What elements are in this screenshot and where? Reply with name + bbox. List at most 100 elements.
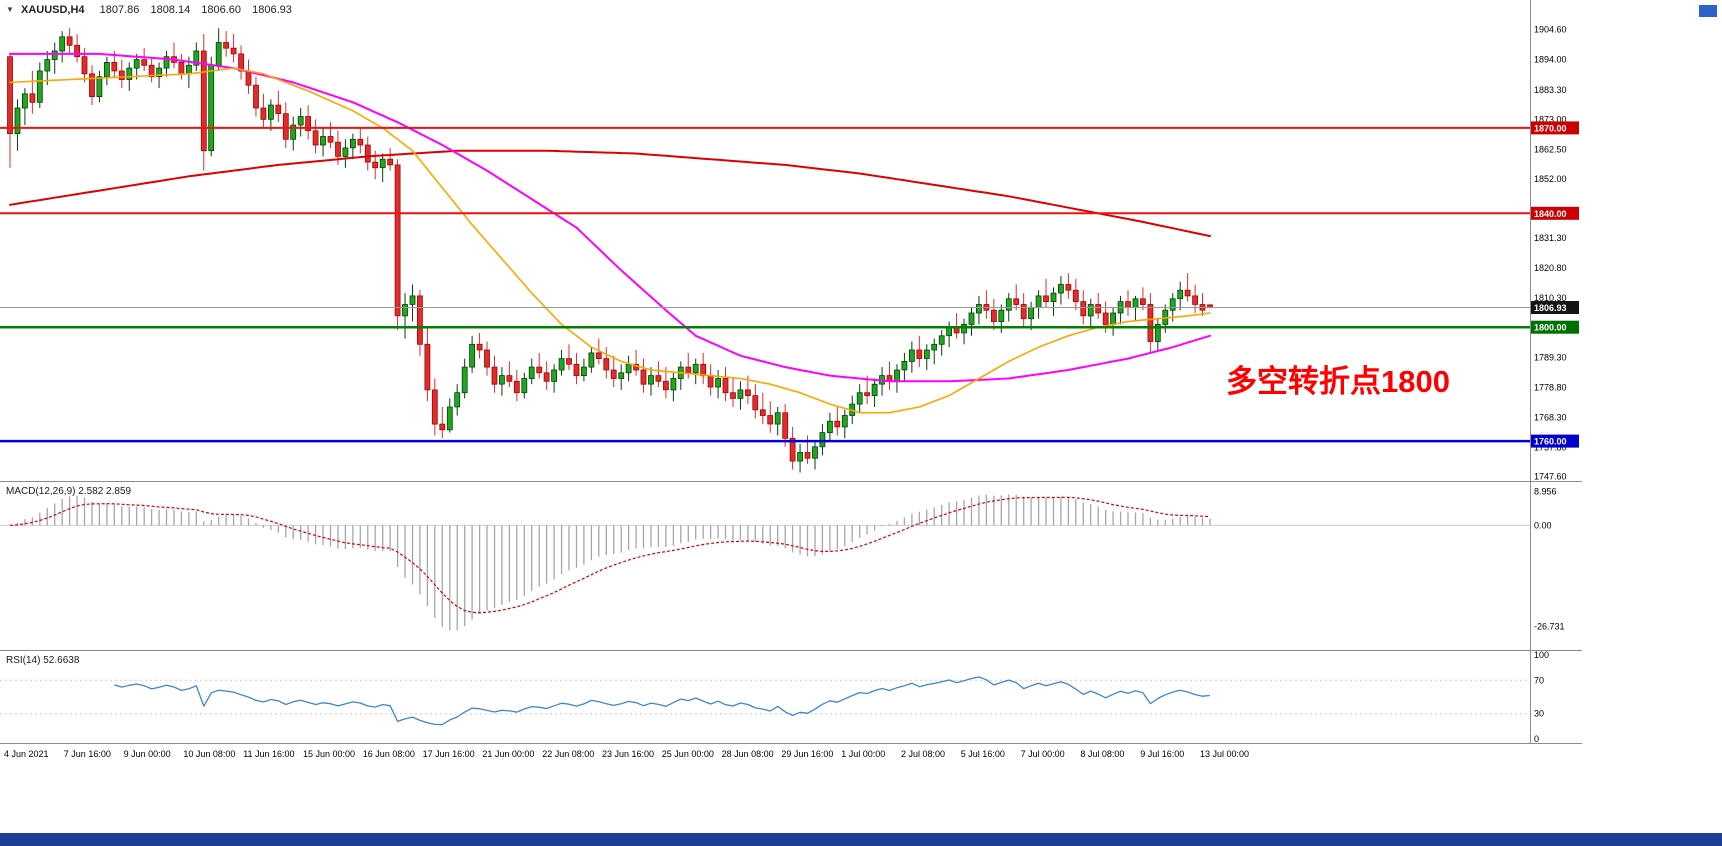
window-corner-button[interactable]: [1699, 5, 1717, 17]
time-axis-label: 9 Jun 00:00: [124, 749, 171, 759]
candle-down: [707, 375, 714, 388]
candle-up: [402, 304, 408, 317]
chart-annotation: 多空转折点1800: [1226, 364, 1450, 399]
candle-up: [737, 389, 744, 399]
candle-down: [1125, 301, 1131, 308]
price-axis-tick: 1789.30: [1534, 353, 1567, 363]
price-tag-label: 1800.00: [1534, 323, 1567, 333]
price-tag-label: 1870.00: [1534, 123, 1567, 133]
price-axis-tick: 1883.30: [1534, 85, 1567, 95]
candle-down: [767, 415, 774, 425]
candle-down: [1095, 304, 1102, 314]
candle-up: [774, 412, 781, 425]
macd-histogram: [16, 494, 1211, 631]
candle-down: [752, 395, 759, 411]
symbol-dropdown-icon[interactable]: ▼: [6, 5, 14, 14]
candle-down: [506, 375, 513, 382]
candle-up: [588, 352, 595, 368]
candle-up: [1087, 304, 1094, 317]
candle-up: [618, 372, 625, 379]
candle-up: [104, 62, 110, 78]
time-axis-label: 2 Jul 08:00: [901, 749, 945, 759]
price-tag-label: 1840.00: [1534, 209, 1567, 219]
candle-up: [923, 349, 930, 359]
time-axis-label: 22 Jun 08:00: [542, 749, 594, 759]
candle-up: [14, 107, 21, 135]
candle-up: [36, 70, 43, 103]
candle-up: [894, 369, 900, 382]
candle-down: [230, 47, 237, 55]
candle-down: [29, 93, 36, 103]
time-axis-label: 10 Jun 08:00: [183, 749, 235, 759]
time-axis-label: 28 Jun 08:00: [722, 749, 774, 759]
candle-down: [118, 70, 125, 80]
candle-up: [819, 432, 826, 448]
candle-up: [1132, 298, 1139, 308]
time-axis-label: 21 Jun 00:00: [482, 749, 534, 759]
candle-down: [1184, 289, 1191, 297]
candle-down: [864, 392, 870, 396]
time-axis-label: 29 Jun 16:00: [781, 749, 833, 759]
time-axis-label: 15 Jun 00:00: [303, 749, 355, 759]
candle-down: [663, 380, 669, 391]
candle-up: [581, 366, 587, 377]
ma-slow-red: [9, 149, 1211, 238]
candle-up: [1110, 312, 1116, 325]
macd-signal-line: [9, 496, 1211, 614]
price-axis-tick: 1894.00: [1534, 55, 1567, 65]
candle-up: [379, 158, 386, 169]
candle-down: [685, 366, 692, 374]
price-axis-tick: 1862.50: [1534, 144, 1567, 154]
candle-up: [961, 323, 967, 334]
candle-up: [558, 358, 565, 371]
price-tag: [1531, 121, 1579, 135]
candle-down: [275, 104, 282, 114]
candle-down: [305, 116, 312, 132]
candle-up: [1005, 298, 1012, 311]
time-axis-label: 1 Jul 00:00: [841, 749, 885, 759]
candle-up: [1169, 298, 1176, 311]
candle-up: [133, 59, 140, 69]
candle-down: [573, 363, 580, 377]
candle-down: [431, 389, 438, 425]
candle-up: [185, 64, 192, 75]
candle-up: [51, 50, 58, 60]
price-axis-tick: 1768.30: [1534, 413, 1567, 423]
candle-down: [81, 56, 88, 75]
candle-up: [625, 363, 632, 374]
price-axis-tick: 1831.30: [1534, 233, 1567, 243]
candle-up: [901, 360, 908, 371]
candle-up: [841, 415, 848, 428]
candle-down: [89, 73, 95, 98]
ma-mid-magenta: [9, 52, 1211, 383]
candle-down: [1140, 298, 1146, 305]
candle-up: [521, 378, 528, 394]
candle-down: [484, 349, 490, 368]
taskbar[interactable]: [0, 833, 1722, 846]
macd-axis-label: -26.731: [1534, 621, 1565, 631]
candle-up: [856, 392, 863, 405]
symbol-timeframe-label: XAUUSD,H4: [20, 4, 85, 16]
candle-down: [66, 36, 73, 46]
time-axis-label: 8 Jul 08:00: [1080, 749, 1124, 759]
candle-down: [253, 84, 259, 109]
ohlc-close-value: 1806.93: [252, 4, 292, 16]
candle-up: [1154, 323, 1161, 342]
candle-down: [595, 352, 602, 359]
candle-up: [461, 366, 468, 394]
candle-down: [1072, 289, 1079, 303]
candle-up: [156, 67, 163, 77]
candle-down: [789, 437, 796, 462]
candle-down: [759, 409, 766, 416]
candle-down: [141, 59, 148, 66]
price-axis-tick: 1747.60: [1534, 471, 1567, 481]
candle-down: [387, 158, 394, 166]
candle-down: [655, 375, 662, 382]
candle-up: [208, 64, 215, 152]
rsi-axis-label: 70: [1534, 675, 1544, 685]
candle-down: [416, 295, 423, 345]
candle-up: [692, 363, 699, 374]
candle-down: [1020, 304, 1027, 320]
